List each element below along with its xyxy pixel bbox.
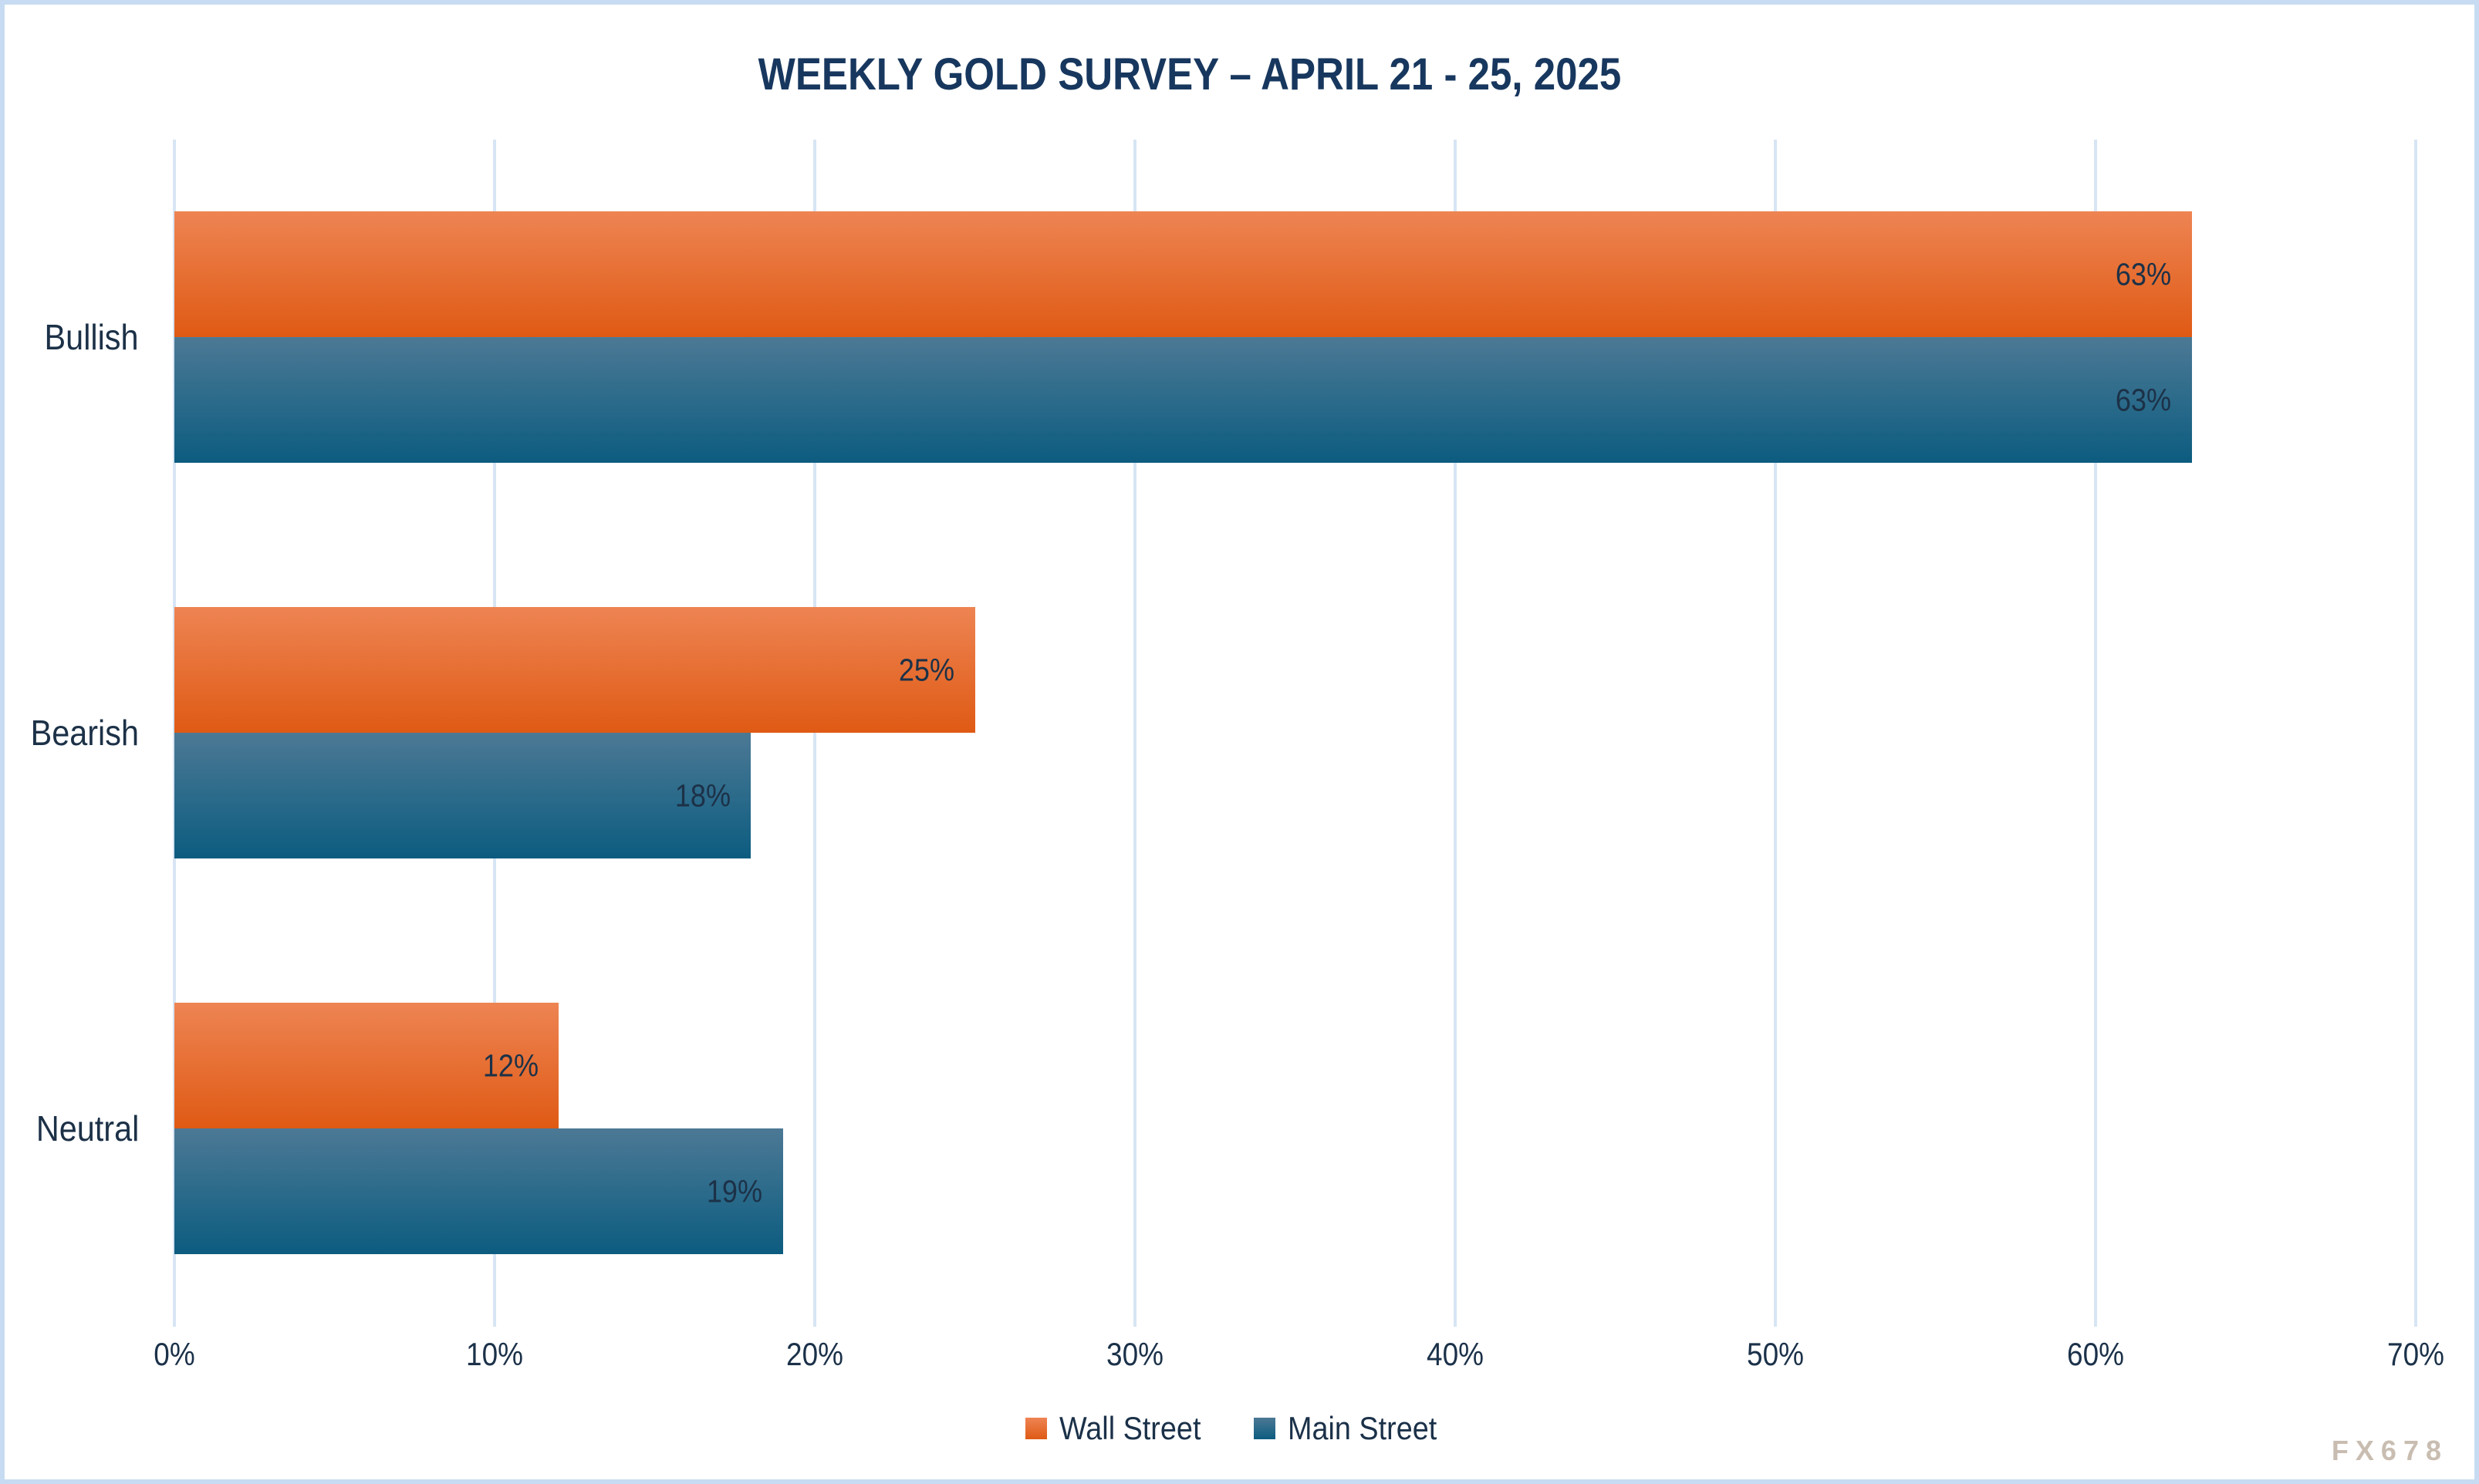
chart-title: WEEKLY GOLD SURVEY – APRIL 21 - 25, 2025 xyxy=(758,49,1622,99)
x-tick-label: 40% xyxy=(1427,1336,1484,1372)
bar-value-label: 63% xyxy=(2116,256,2172,292)
x-tick-label: 20% xyxy=(786,1336,843,1372)
x-tick-label: 10% xyxy=(466,1336,523,1372)
x-tick-label: 50% xyxy=(1747,1336,1804,1372)
bar-value-label: 25% xyxy=(899,652,955,688)
bar-group-neutral: Neutral 12% 19% xyxy=(36,931,2416,1327)
gridline xyxy=(1133,140,1136,1327)
bar-value-label: 12% xyxy=(482,1047,539,1084)
x-axis: 0% 10% 20% 30% 40% 50% 60% 70% xyxy=(154,1336,2444,1382)
bar-value-label: 63% xyxy=(2116,382,2172,418)
x-tick-label: 70% xyxy=(2387,1336,2444,1372)
bar-main-street: 18% xyxy=(174,733,751,859)
bar-wall-street: 63% xyxy=(174,211,2192,338)
bar-wall-street: 12% xyxy=(174,1003,559,1129)
category-label: Neutral xyxy=(35,1108,139,1149)
gridline xyxy=(2414,140,2417,1327)
bar-main-street: 63% xyxy=(174,337,2192,464)
gridline xyxy=(812,140,816,1327)
gridline xyxy=(2094,140,2097,1327)
bar-main-street: 19% xyxy=(174,1128,783,1255)
bar-wall-street: 25% xyxy=(174,607,975,734)
legend-item-wall-street: Wall Street xyxy=(1025,1410,1217,1447)
gridline xyxy=(1774,140,1777,1327)
bar-group-bearish: Bearish 25% 18% xyxy=(31,535,2416,931)
x-tick-label: 30% xyxy=(1106,1336,1164,1372)
category-label: Bullish xyxy=(45,317,139,358)
x-tick-label: 60% xyxy=(2067,1336,2124,1372)
bar-value-label: 19% xyxy=(707,1173,763,1209)
gridline xyxy=(1453,140,1457,1327)
legend-swatch-wall-street xyxy=(1025,1418,1048,1439)
x-tick-label: 0% xyxy=(154,1336,195,1372)
legend-label: Wall Street xyxy=(1059,1410,1201,1446)
bar-value-label: 18% xyxy=(674,777,731,814)
bar-group-bullish: Bullish 63% 63% xyxy=(45,140,2416,535)
plot-area: Bullish 63% 63% Bearish 25% 18% Neutral 12% 19% xyxy=(31,140,2417,1327)
legend-label: Main Street xyxy=(1288,1410,1437,1446)
legend-item-main-street: Main Street xyxy=(1254,1410,1454,1447)
category-label: Bearish xyxy=(30,713,139,754)
legend-swatch-main-street xyxy=(1254,1418,1276,1439)
watermark: FX678 xyxy=(2331,1435,2448,1466)
legend: Wall Street Main Street xyxy=(5,1410,2474,1447)
